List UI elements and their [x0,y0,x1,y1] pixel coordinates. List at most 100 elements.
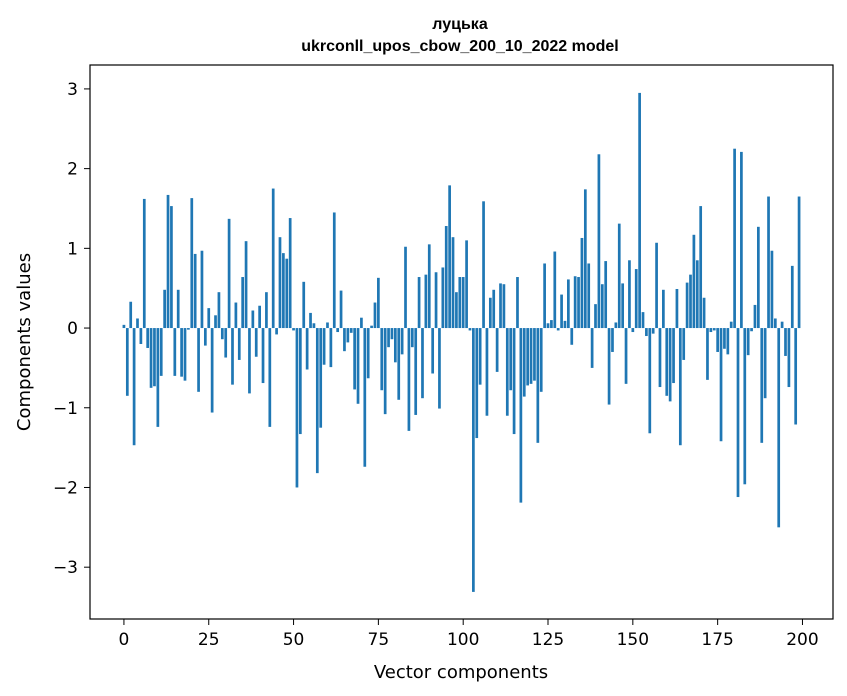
y-tick-label: −3 [53,558,78,578]
bar [719,328,723,442]
bar [641,312,645,329]
bar [577,277,580,329]
bar [590,328,594,368]
bar [468,328,472,331]
bar [672,328,675,384]
bar [492,289,496,329]
bar [278,237,282,329]
bar [156,328,160,427]
bar [522,328,526,397]
bar [417,277,421,329]
bar [271,188,275,329]
bar [332,212,336,329]
bar [553,251,557,329]
y-tick-label: 2 [67,160,78,180]
bar [716,328,719,352]
bar [136,318,139,329]
bar [400,328,404,355]
bar [526,328,530,386]
bar [363,328,367,467]
bar [424,274,428,329]
bar [407,328,411,431]
bar [753,304,757,329]
chart-subtitle: ukrconll_upos_cbow_200_10_2022 model [301,38,618,55]
bar [560,294,563,329]
bar [326,322,329,329]
bar [305,328,309,370]
bar [353,328,356,390]
bar [285,258,289,329]
bar [241,277,245,329]
bar [207,308,211,329]
bar [600,284,604,329]
y-tick-label: 3 [67,80,78,100]
bar [563,320,567,329]
bar [380,328,384,391]
bar [516,277,519,329]
y-tick-label: −2 [53,478,78,498]
bar [448,185,451,329]
bar [773,318,777,329]
x-tick-label: 150 [617,630,649,650]
bar [251,310,255,329]
bar [607,328,611,405]
bar [628,260,631,329]
bar [244,241,248,329]
bar [200,250,204,329]
bar [346,328,350,343]
bar [125,328,129,396]
bar [567,279,570,329]
x-tick-label: 75 [368,630,390,650]
bar [784,328,787,356]
bar [702,297,706,329]
bar [587,263,591,329]
bar [682,328,686,360]
bar [302,281,306,329]
bar [729,321,733,329]
x-tick-label: 125 [532,630,564,650]
bar [475,328,479,439]
bar [478,328,482,385]
bar [224,328,228,358]
bar [692,234,696,329]
bar [254,328,258,357]
bar [444,226,448,329]
bar [726,328,730,355]
bar [360,317,363,329]
bar [780,321,784,329]
bar [746,328,750,356]
chart-title: луцька [432,16,488,33]
bar [122,324,126,329]
bar [482,201,485,329]
bar [153,328,156,387]
bar [377,277,380,329]
x-tick-label: 175 [701,630,733,650]
bar [614,322,618,329]
bar [265,292,268,329]
bar [339,290,343,329]
bar [485,328,489,416]
bar [455,292,458,329]
bar [624,328,628,384]
bar [166,194,170,329]
bar [767,196,770,329]
y-tick-label: −1 [53,399,78,419]
bar [234,302,238,329]
bar [604,261,608,329]
bar [146,328,150,348]
bar [414,328,418,415]
bar [383,328,387,415]
bar [149,328,153,388]
bar [427,244,431,329]
bar [583,189,587,329]
bar [662,289,665,329]
bar [210,328,214,413]
bar [366,328,370,379]
bar [349,328,353,333]
bar [193,253,197,329]
bar [248,328,251,394]
bar [458,277,462,329]
bar [309,312,312,329]
bar [292,328,295,331]
